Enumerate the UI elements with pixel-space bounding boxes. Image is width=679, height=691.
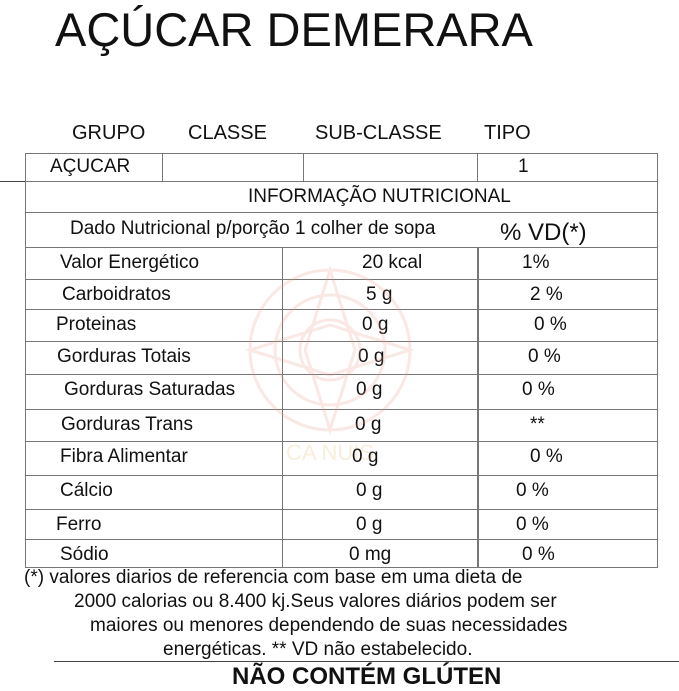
nutrient-vd-cell	[477, 247, 658, 280]
nutrient-amount: 0 g	[356, 514, 383, 535]
cell-classe	[162, 153, 304, 182]
cell-grupo: AÇUCAR	[25, 153, 163, 182]
portion-label: Dado Nutricional p/porção 1 colher de so…	[70, 218, 436, 239]
nutrient-vd: 0 %	[530, 446, 563, 467]
nutrient-amount: 0 g	[358, 346, 385, 367]
nutrition-heading: INFORMAÇÃO NUTRICIONAL	[248, 186, 511, 207]
page-title: AÇÚCAR DEMERARA	[55, 3, 533, 56]
nutrient-name: Valor Energético	[60, 252, 200, 273]
nutrient-amount: 0 mg	[349, 544, 392, 565]
nutrient-vd: 0 %	[522, 379, 555, 400]
nutrient-amount: 0 g	[362, 314, 389, 335]
nutrient-name: Proteinas	[56, 314, 137, 335]
nutrient-vd-cell	[477, 475, 658, 510]
svg-text:CA NUIS: CA NUIS	[286, 440, 374, 465]
nutrient-vd-cell	[477, 509, 658, 540]
nutrient-vd: 0 %	[516, 480, 549, 501]
nutrient-name: Cálcio	[60, 480, 113, 501]
nutrient-vd-cell	[477, 374, 658, 410]
nutrient-vd: **	[530, 414, 545, 435]
nutrient-amount: 0 g	[352, 446, 379, 467]
nutrient-amount: 0 g	[356, 379, 383, 400]
nutrient-name: Gorduras Trans	[61, 414, 193, 435]
footnote-line-1: (*) valores diarios de referencia com ba…	[24, 567, 523, 588]
nutrient-amount: 20 kcal	[362, 252, 423, 273]
nutrient-vd: 0 %	[528, 346, 561, 367]
nutrient-name: Fibra Alimentar	[60, 446, 188, 467]
divider	[54, 661, 679, 662]
nutrient-amount: 5 g	[366, 284, 393, 305]
header-sub-classe: SUB-CLASSE	[315, 122, 442, 144]
nutrient-vd: 0 %	[522, 544, 555, 565]
nutrition-heading-row: INFORMAÇÃO NUTRICIONAL	[25, 181, 658, 213]
vd-label: % VD(*)	[500, 219, 587, 246]
nutrient-name: Ferro	[56, 514, 102, 535]
nutrient-vd-cell	[477, 309, 658, 342]
footnote-line-3: maiores ou menores dependendo de suas ne…	[90, 615, 568, 636]
nutrient-vd: 0 %	[516, 514, 549, 535]
watermark-logo: CA NUIS	[215, 255, 445, 480]
footnote-line-2: 2000 calorias ou 8.400 kj.Seus valores d…	[74, 591, 557, 612]
cell-tipo: 1	[477, 153, 658, 182]
nutrient-amount-cell	[282, 539, 479, 568]
tipo-value: 1	[518, 156, 529, 177]
cell-sub-classe	[303, 153, 478, 182]
header-tipo: TIPO	[484, 122, 531, 144]
footnote-line-4: energéticas. ** VD não estabelecido.	[163, 639, 473, 660]
nutrient-amount: 0 g	[356, 480, 383, 501]
grupo-value: AÇUCAR	[50, 156, 131, 177]
nutrient-vd-cell	[477, 279, 658, 310]
nutrient-name: Carboidratos	[62, 284, 171, 305]
nutrient-name: Gorduras Saturadas	[64, 379, 236, 400]
nutrient-vd-cell	[477, 441, 658, 476]
gluten-notice: NÃO CONTÉM GLÚTEN	[232, 663, 502, 690]
nutrient-name: Sódio	[60, 544, 109, 565]
header-grupo: GRUPO	[72, 122, 146, 144]
nutrient-vd: 1%	[522, 252, 550, 273]
header-classe: CLASSE	[188, 122, 267, 144]
nutrient-name: Gorduras Totais	[57, 346, 191, 367]
nutrient-vd-cell	[477, 409, 658, 442]
nutrient-vd: 0 %	[534, 314, 567, 335]
nutrient-vd: 2 %	[530, 284, 563, 305]
portion-row: Dado Nutricional p/porção 1 colher de so…	[25, 212, 658, 248]
nutrient-vd-cell	[477, 539, 658, 568]
nutrient-amount: 0 g	[355, 414, 382, 435]
nutrient-vd-cell	[477, 341, 658, 375]
